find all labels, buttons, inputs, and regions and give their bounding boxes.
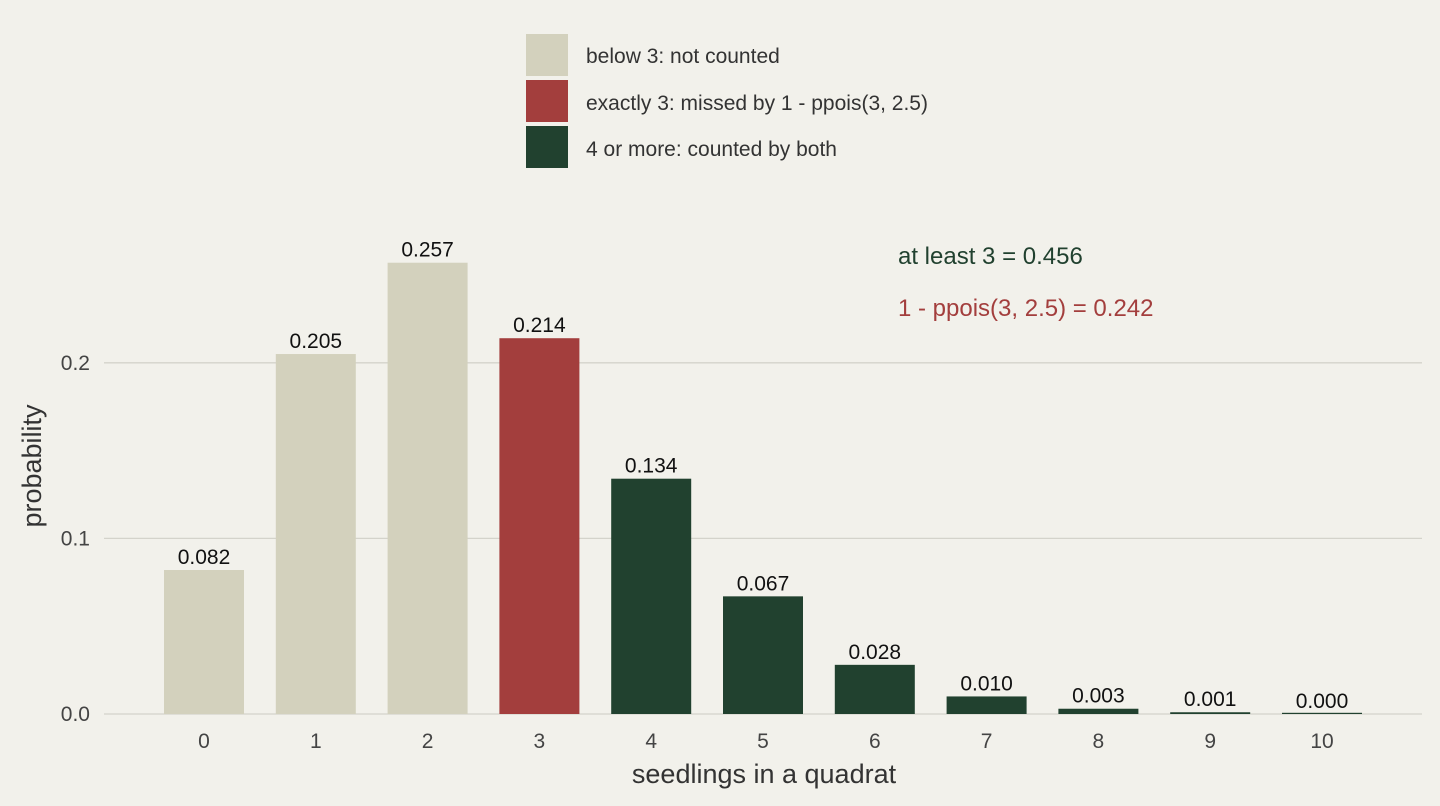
bar-5 — [723, 596, 803, 714]
bar-labels: 0.082 0.205 0.257 0.214 0.134 0.067 0.028 0.010… — [178, 239, 1349, 713]
annotation-at-least-3: at least 3 = 0.456 — [898, 243, 1083, 270]
x-tick-label: 9 — [1204, 730, 1216, 753]
y-tick-label: 0.0 — [61, 703, 90, 726]
annotation-ppois: 1 - ppois(3, 2.5) = 0.242 — [898, 295, 1154, 322]
y-axis-title: probability — [17, 404, 47, 528]
legend-label-exactly-3: exactly 3: missed by 1 - ppois(3, 2.5) — [586, 92, 928, 115]
bar-0 — [164, 570, 244, 714]
x-tick-label: 5 — [757, 730, 769, 753]
legend-swatch-4-or-more — [526, 126, 568, 168]
bar-value-label: 0.010 — [960, 672, 1013, 695]
x-axis-title: seedlings in a quadrat — [632, 759, 897, 789]
legend-label-below-3: below 3: not counted — [586, 45, 780, 68]
bar-1 — [275, 354, 356, 714]
bar-value-label: 0.134 — [625, 455, 678, 478]
bar-value-label: 0.067 — [737, 572, 790, 595]
bar-4 — [611, 478, 692, 714]
bar-2 — [387, 262, 468, 714]
bar-9 — [1170, 712, 1251, 714]
y-tick-label: 0.2 — [61, 352, 90, 375]
bar-value-label: 0.257 — [401, 239, 454, 262]
bar-value-label: 0.000 — [1296, 690, 1349, 713]
legend-swatch-below-3 — [526, 34, 568, 76]
x-tick-label: 8 — [1093, 730, 1105, 753]
y-tick-labels: 0.0 0.1 0.2 — [61, 352, 90, 726]
x-tick-label: 3 — [534, 730, 546, 753]
x-tick-label: 1 — [310, 730, 322, 753]
bar-3 — [499, 338, 580, 714]
bars — [164, 262, 1362, 714]
x-tick-label: 7 — [981, 730, 993, 753]
x-tick-label: 0 — [198, 730, 210, 753]
x-tick-labels: 0 1 2 3 4 5 6 7 8 9 10 — [198, 730, 1334, 753]
legend: below 3: not counted exactly 3: missed b… — [526, 34, 928, 168]
bar-8 — [1058, 708, 1139, 714]
x-tick-label: 4 — [645, 730, 657, 753]
bar-value-label: 0.003 — [1072, 685, 1125, 708]
legend-swatch-exactly-3 — [526, 80, 568, 122]
bar-value-label: 0.214 — [513, 314, 566, 337]
x-tick-label: 10 — [1310, 730, 1333, 753]
legend-label-4-or-more: 4 or more: counted by both — [586, 138, 837, 161]
bar-6 — [834, 664, 915, 714]
x-tick-label: 6 — [869, 730, 881, 753]
bar-value-label: 0.205 — [290, 330, 343, 353]
x-tick-label: 2 — [422, 730, 434, 753]
bar-value-label: 0.028 — [849, 641, 902, 664]
bar-value-label: 0.082 — [178, 546, 231, 569]
bar-7 — [946, 696, 1027, 714]
bar-value-label: 0.001 — [1184, 688, 1237, 711]
bar-10 — [1282, 712, 1362, 714]
y-tick-label: 0.1 — [61, 527, 90, 550]
